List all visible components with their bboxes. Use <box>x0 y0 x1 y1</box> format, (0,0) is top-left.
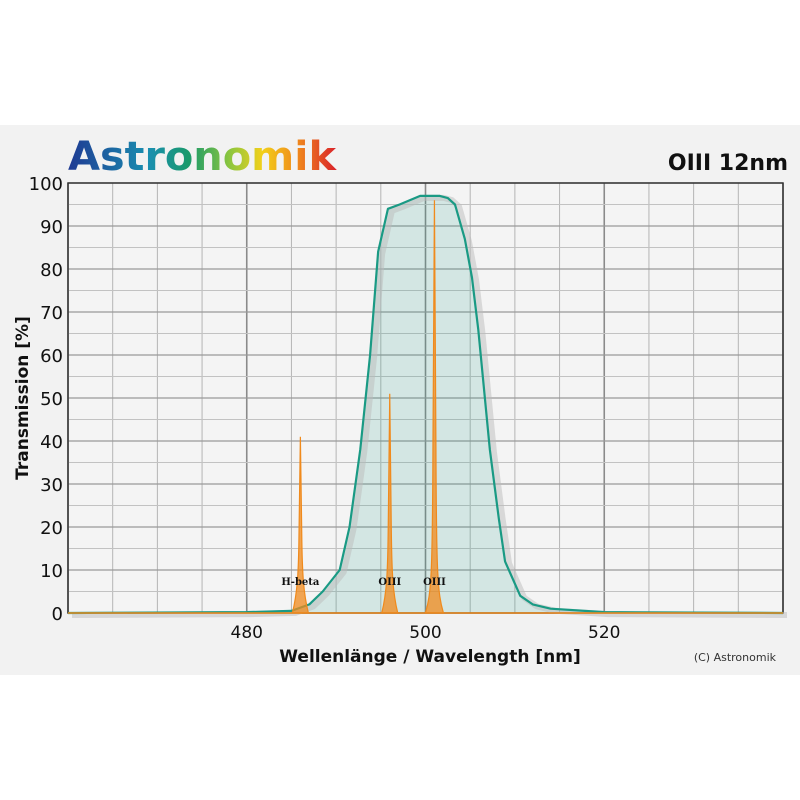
x-axis-label: Wellenlänge / Wavelength [nm] <box>279 647 580 667</box>
y-tick-label: 100 <box>29 174 63 195</box>
emission-line-peak <box>424 200 445 614</box>
y-tick-label: 60 <box>40 346 63 367</box>
astronomik-logo: Astronomik <box>68 134 337 180</box>
y-tick-label: 0 <box>52 604 63 625</box>
copyright-text: (C) Astronomik <box>694 651 777 664</box>
x-tick-label: 520 <box>588 623 620 643</box>
y-tick-label: 10 <box>40 561 63 582</box>
emission-line-peak <box>380 393 399 614</box>
y-tick-label: 90 <box>40 217 63 238</box>
y-tick-label: 70 <box>40 303 63 324</box>
transmission-curve <box>67 194 784 615</box>
y-tick-label: 50 <box>40 389 63 410</box>
emission-line-label: OIII <box>378 577 401 588</box>
emission-line-label: H-beta <box>281 577 320 588</box>
y-tick-label: 20 <box>40 518 63 539</box>
y-axis-label: Transmission [%] <box>13 316 33 480</box>
y-tick-label: 30 <box>40 475 63 496</box>
x-tick-label: 500 <box>409 623 441 643</box>
y-tick-label: 40 <box>40 432 63 453</box>
chart-title: OIII 12nm <box>668 151 788 176</box>
x-tick-label: 480 <box>231 623 263 643</box>
emission-line-label: OIII <box>423 577 446 588</box>
transmission-area <box>68 195 783 613</box>
y-tick-label: 80 <box>40 260 63 281</box>
emission-line-peak <box>291 436 310 614</box>
